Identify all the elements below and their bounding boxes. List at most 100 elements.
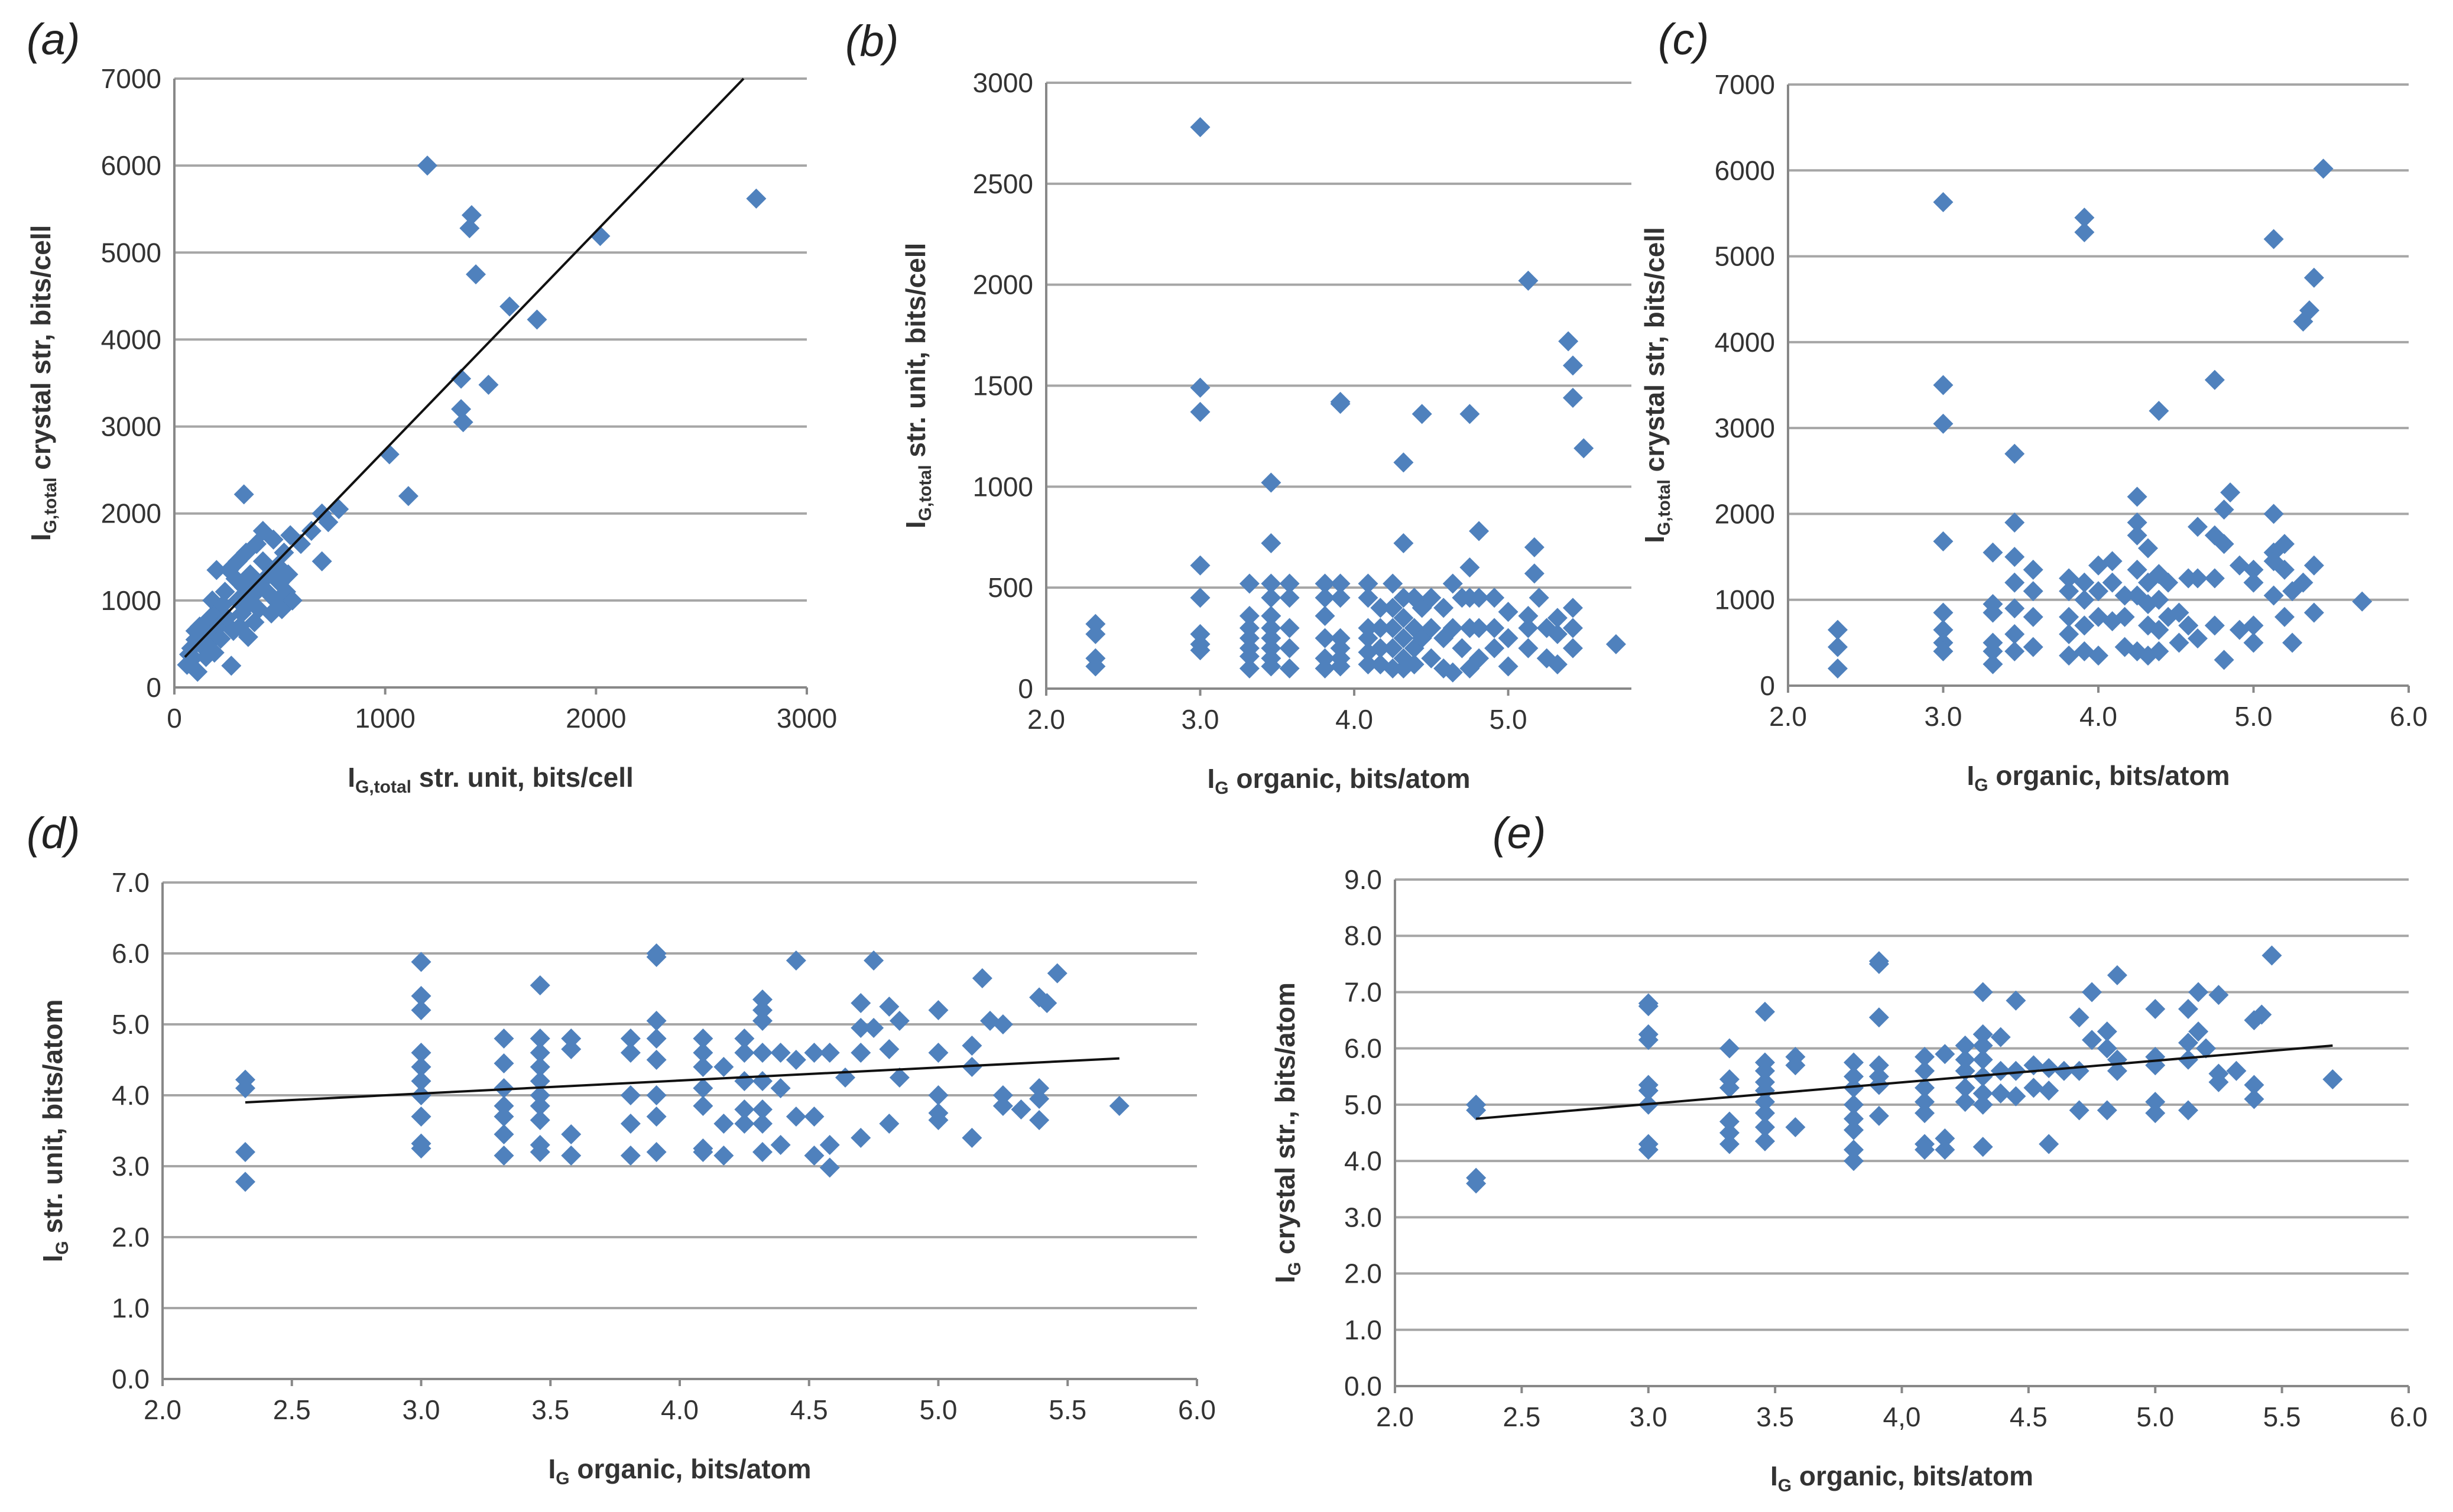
y-tick-label: 7.0 [112,867,150,898]
data-point [1459,404,1480,424]
data-point [713,1114,734,1134]
data-point [1421,618,1442,638]
x-tick-label: 5.0 [2235,701,2273,732]
data-point [2274,606,2295,627]
data-point [459,218,480,239]
data-point [1370,618,1391,638]
data-point [819,1135,840,1155]
data-point [804,1146,825,1166]
data-point [786,950,806,971]
x-tick-label: 6.0 [1178,1394,1216,1425]
data-point [1915,1078,1935,1098]
data-point [1915,1092,1935,1112]
data-point [238,627,258,647]
data-point [2178,1100,2198,1121]
data-point [752,1000,773,1020]
data-point [746,189,767,209]
data-point [1469,618,1490,638]
data-point [1638,996,1659,1017]
data-point [2004,624,2025,644]
data-point [835,1068,855,1088]
data-point [2039,1134,2059,1154]
y-tick-label: 0 [1018,673,1033,704]
data-point [590,226,611,246]
data-point [1828,619,1848,640]
data-point [1315,573,1335,594]
data-point [2102,551,2123,572]
y-tick-label: 5.0 [1344,1089,1382,1120]
data-point [992,1096,1013,1116]
data-point [1563,638,1583,658]
data-point [1261,472,1281,493]
panel-c-letter: (c) [1658,15,1709,64]
data-point [453,412,473,433]
y-tick-label: 1.0 [1344,1315,1382,1345]
data-point [1972,1024,1993,1044]
data-point [291,534,311,554]
data-point [1412,404,1432,424]
data-point [620,1114,641,1134]
data-point [752,1011,773,1031]
data-point [2069,1100,2089,1121]
data-point [646,1011,667,1031]
data-point [1315,588,1335,608]
x-tick-label: 4.0 [2079,701,2117,732]
data-point [2127,486,2147,507]
data-point [1011,1099,1031,1120]
data-point [1605,634,1626,654]
data-point [411,1057,431,1077]
y-tick-label: 1500 [973,371,1033,401]
data-point [646,1028,667,1049]
data-point [1719,1111,1740,1132]
data-point [1754,1001,1775,1022]
y-tick-label: 1000 [1715,585,1775,615]
data-point [2243,572,2264,593]
data-point [646,947,667,967]
data-point [1421,648,1442,669]
trend-line [1476,1044,2333,1120]
data-point [992,1014,1013,1034]
x-tick-label: 3.0 [1925,701,1962,732]
data-point [962,1128,982,1148]
data-point [210,628,231,649]
data-point [1982,542,2003,563]
y-tick-label: 8.0 [1344,920,1382,951]
data-point [2303,602,2324,623]
y-axis-title: IG,total crystal str, bits/cell [1639,227,1674,543]
data-point [1518,638,1539,658]
data-point [1421,588,1442,608]
data-point [1469,648,1490,669]
y-tick-label: 2.0 [1344,1258,1382,1289]
data-point [2214,499,2234,520]
data-point [1279,658,1300,679]
data-point [2107,965,2127,985]
data-point [972,968,992,988]
data-point [2149,641,2169,661]
data-point [1498,656,1518,677]
data-point [2169,602,2189,623]
data-point [1719,1134,1740,1154]
y-tick-label: 3.0 [1344,1202,1382,1232]
data-point [2244,1089,2264,1109]
data-point [1933,413,1954,434]
x-tick-label: 5.5 [1049,1394,1086,1425]
data-point [312,551,332,572]
data-point [2004,547,2025,567]
data-point [1383,618,1403,638]
data-point [2074,572,2095,593]
y-axis-title: IG crystal str., bits/atom [1270,982,1305,1283]
data-point [2127,525,2147,546]
data-point [1754,1060,1775,1081]
data-point [1933,641,1954,661]
data-point [734,1114,755,1134]
x-axis-title: IG,total str. unit, bits/cell [348,762,634,797]
data-point [2004,598,2025,619]
data-point [1239,606,1260,626]
data-point [1452,638,1472,658]
data-point [2178,999,2198,1020]
data-point [417,155,437,176]
data-point [530,1043,550,1063]
data-point [2053,1060,2074,1081]
data-point [1330,628,1351,648]
data-point [1239,646,1260,667]
